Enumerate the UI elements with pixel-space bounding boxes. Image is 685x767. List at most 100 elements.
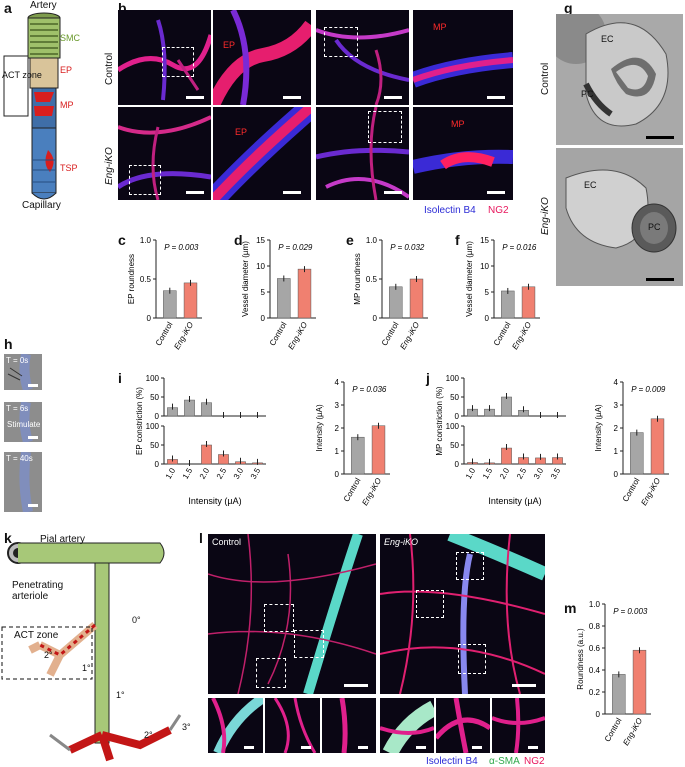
- y-tick-label-8: 0: [596, 710, 601, 719]
- p-value-3: P = 0.016: [502, 243, 537, 252]
- k-o0: 0°: [132, 615, 141, 625]
- scale-bar: [528, 746, 538, 749]
- x-axis-label-4: Intensity (µA): [188, 496, 241, 506]
- scale-bar: [301, 746, 311, 749]
- panel-label-j: j: [426, 370, 430, 386]
- y-tick-label-1: 5: [261, 288, 266, 297]
- y-tick-label-2: 0: [373, 314, 378, 323]
- panel-label-k: k: [4, 530, 12, 546]
- p-value-5: P = 0.036: [352, 385, 387, 394]
- y-tick-label-8: 1.0: [589, 600, 601, 609]
- panel-label-a: a: [4, 0, 12, 16]
- b-eng-ep-zoom: EP: [213, 107, 311, 200]
- k-vessel-tree: [1, 542, 182, 762]
- y-tick-label-6: 50: [450, 441, 459, 450]
- b-control-mp-zoom: MP: [413, 10, 513, 105]
- x-tick-label-4-1: 1.5: [181, 466, 195, 481]
- x-tick-label-1-1: Eng-iKO: [286, 321, 309, 352]
- y-tick-label-6: 100: [446, 422, 460, 431]
- l-eng-label: Eng-iKO: [384, 537, 419, 547]
- panel-label-e: e: [346, 232, 354, 248]
- bar-6-0-2: [501, 396, 512, 417]
- x-tick-label-8-0: Control: [603, 716, 624, 743]
- y-axis-label-4: EP constriction (%): [135, 387, 144, 455]
- x-tick-label-4-4: 3.0: [232, 466, 246, 481]
- k-o2a: 2°: [44, 650, 53, 660]
- scale-bar: [358, 746, 368, 749]
- k-penetrating: Penetrating arteriole: [12, 580, 64, 602]
- l-eng-main: Eng-iKO: [380, 534, 545, 694]
- h-frame-40: T = 40s: [4, 452, 42, 512]
- vessel-schematic: [3, 12, 61, 200]
- y-tick-label-2: 0.5: [366, 275, 378, 284]
- h-frame-6: T = 6s Stimulate: [4, 402, 42, 442]
- panel-label-h: h: [4, 336, 13, 352]
- y-tick-label-7: 1: [614, 447, 619, 456]
- x-tick-label-6-1: 1.5: [481, 466, 495, 481]
- scale-bar: [512, 684, 536, 687]
- b-eng-mp-overview: [316, 107, 409, 200]
- y-tick-label-4: 50: [150, 441, 159, 450]
- y-tick-label-6: 0: [455, 460, 460, 469]
- y-tick-label-8: 0.6: [589, 644, 601, 653]
- roi-box: [129, 165, 161, 195]
- x-tick-label-5-1: Eng-iKO: [360, 477, 383, 508]
- l-control-zoom-1: [208, 698, 263, 753]
- k-o2b: 2°: [144, 730, 153, 740]
- bar-7-1: [650, 418, 665, 475]
- roi-box: [294, 630, 324, 658]
- bar-0-0: [163, 290, 177, 319]
- b-mp-label-2: MP: [451, 119, 465, 129]
- act-zone-label: ACT zone: [2, 70, 42, 80]
- y-tick-label-3: 0: [485, 314, 490, 323]
- g-pc-label-2: PC: [648, 222, 661, 232]
- y-tick-label-5: 2: [335, 424, 340, 433]
- y-tick-label-5: 4: [335, 378, 340, 387]
- scale-bar: [283, 96, 301, 99]
- bar-5-1: [371, 425, 386, 475]
- b-eng-mp-zoom: MP: [413, 107, 513, 200]
- y-tick-label-2: 1.0: [366, 236, 378, 245]
- scale-bar: [646, 136, 674, 139]
- x-tick-label-4-5: 3.5: [249, 466, 263, 481]
- h-frame-0: T = 0s: [4, 354, 42, 390]
- scale-bar: [384, 96, 402, 99]
- b-ep-label-1: EP: [223, 40, 236, 50]
- l-control-zoom-3: [322, 698, 376, 753]
- x-tick-label-5-0: Control: [342, 476, 363, 503]
- scale-bar: [186, 191, 204, 194]
- tsp-label: TSP: [60, 163, 78, 173]
- h-t0: T = 0s: [6, 356, 29, 365]
- bar-1-1: [297, 268, 312, 319]
- x-tick-label-0-1: Eng-iKO: [172, 321, 195, 352]
- roi-box: [324, 27, 358, 57]
- x-tick-label-2-1: Eng-iKO: [398, 321, 421, 352]
- h-t6: T = 6s: [6, 404, 29, 413]
- scale-bar: [28, 436, 38, 439]
- y-axis-label-3: Vessel diameter (µm): [465, 241, 474, 317]
- y-tick-label-4: 100: [146, 374, 160, 383]
- roi-box: [458, 644, 486, 674]
- bar-8-0: [612, 674, 626, 715]
- b-eng-ep-overview: [118, 107, 211, 200]
- x-tick-label-8-1: Eng-iKO: [621, 717, 644, 748]
- scale-bar: [472, 746, 482, 749]
- y-tick-label-6: 50: [450, 393, 459, 402]
- y-axis-label-7: Intensity (µA): [594, 404, 603, 452]
- k-act-zone: ACT zone: [14, 630, 59, 641]
- y-tick-label-0: 0: [147, 314, 152, 323]
- panel-label-c: c: [118, 232, 126, 248]
- scale-bar: [344, 684, 368, 687]
- y-tick-label-8: 0.4: [589, 666, 601, 675]
- roi-box: [456, 552, 484, 580]
- x-tick-label-6-0: 1.0: [464, 466, 478, 481]
- bar-2-1: [409, 278, 424, 319]
- y-tick-label-7: 0: [614, 470, 619, 479]
- y-tick-label-5: 1: [335, 447, 340, 456]
- g-pc-label-1: PC: [581, 89, 594, 99]
- x-tick-label-3-1: Eng-iKO: [510, 321, 533, 352]
- g-ec-label-1: EC: [601, 34, 614, 44]
- y-tick-label-4: 50: [150, 393, 159, 402]
- l-control-label: Control: [212, 537, 242, 547]
- y-tick-label-5: 0: [335, 470, 340, 479]
